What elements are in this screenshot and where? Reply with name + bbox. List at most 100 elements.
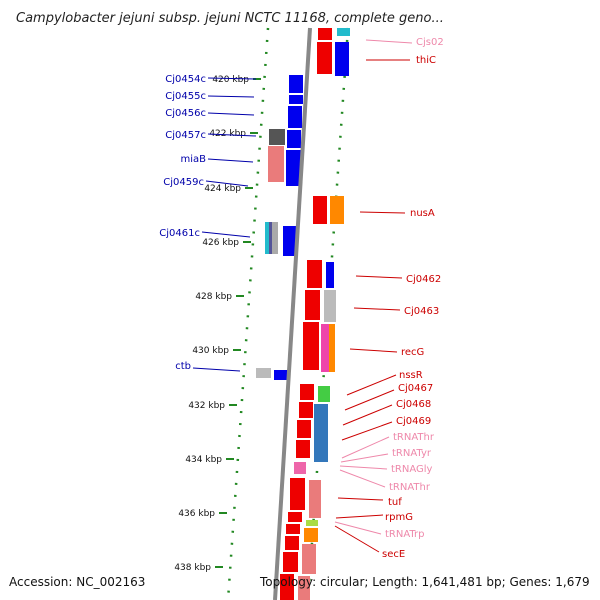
reverse-gene-label[interactable]: Cj0454c (165, 74, 206, 85)
gene-block[interactable] (287, 130, 301, 148)
forward-gene-leader-line (349, 348, 398, 353)
kbp-tick-label: 432 kbp (188, 401, 225, 411)
gene-block[interactable] (280, 574, 294, 600)
gene-block[interactable] (309, 480, 321, 518)
forward-gene-leader-line (344, 389, 395, 411)
forward-gene-label[interactable]: Cj0468 (396, 399, 431, 410)
gene-block[interactable] (337, 28, 350, 36)
gene-block[interactable] (303, 322, 319, 370)
reverse-gene-label[interactable]: ctb (175, 361, 191, 372)
kbp-tick-label: 426 kbp (202, 238, 239, 248)
forward-gene-label[interactable]: rpmG (385, 512, 413, 523)
rna-gene-label[interactable]: tRNATyr (392, 448, 432, 459)
gene-block[interactable] (302, 544, 316, 574)
gene-block[interactable] (297, 420, 311, 438)
genome-title: Campylobacter jejuni subsp. jejuni NCTC … (16, 11, 444, 26)
gene-block[interactable] (305, 290, 320, 320)
gene-block[interactable] (286, 150, 301, 186)
forward-gene-label[interactable]: nssR (399, 370, 423, 381)
forward-gene-leader-line (337, 497, 384, 501)
gene-block[interactable] (329, 324, 335, 372)
gene-block[interactable] (335, 42, 349, 76)
kbp-tick-label: 436 kbp (178, 509, 215, 519)
reverse-gene-label[interactable]: Cj0459c (163, 177, 204, 188)
topology-summary: Topology: circular; Length: 1,641,481 bp… (259, 575, 590, 589)
gene-block[interactable] (326, 262, 334, 288)
forward-gene-leader-line (359, 211, 406, 214)
gene-block[interactable] (314, 404, 328, 462)
reverse-gene-label[interactable]: Cj0457c (165, 130, 206, 141)
gene-block[interactable] (321, 324, 329, 372)
gene-block[interactable] (289, 95, 303, 104)
gene-block[interactable] (330, 196, 344, 224)
gene-block[interactable] (269, 222, 272, 254)
forward-gene-label[interactable]: Cj0467 (398, 383, 433, 394)
gene-block[interactable] (256, 368, 271, 378)
gene-block[interactable] (269, 129, 285, 145)
gene-block[interactable] (265, 222, 269, 254)
gene-labels: Cj0454c Cj0455c Cj0456c Cj0457c miaB Cj0459c C… (159, 37, 443, 560)
rna-gene-label[interactable]: tRNATrp (385, 529, 425, 540)
genome-axis (273, 27, 312, 600)
gene-block[interactable] (288, 512, 302, 522)
reverse-gene-leader-line (207, 158, 254, 163)
forward-gene-label[interactable]: thiC (416, 55, 436, 66)
forward-gene-label[interactable]: Cj0469 (396, 416, 431, 427)
rna-gene-leader-line (365, 39, 413, 44)
reverse-gene-leader-line (201, 231, 251, 238)
gene-block[interactable] (318, 386, 330, 402)
gene-block[interactable] (324, 290, 336, 322)
kbp-tick-label: 430 kbp (192, 346, 229, 356)
reverse-gene-label[interactable]: miaB (180, 154, 206, 165)
gene-block[interactable] (283, 226, 297, 256)
gene-block[interactable] (317, 42, 332, 74)
gene-block[interactable] (286, 524, 300, 534)
gene-block[interactable] (307, 260, 322, 288)
rna-gene-label[interactable]: tRNAGly (391, 464, 433, 475)
forward-gene-label[interactable]: tuf (388, 497, 402, 508)
gene-block[interactable] (294, 462, 306, 474)
rna-gene-label[interactable]: Cjs02 (416, 37, 444, 48)
gene-block[interactable] (304, 528, 318, 542)
gene-block[interactable] (268, 146, 284, 182)
gene-block[interactable] (299, 402, 313, 418)
rna-gene-leader-line (339, 469, 386, 488)
gene-block[interactable] (288, 106, 302, 128)
rna-gene-leader-line (340, 453, 389, 463)
rna-gene-label[interactable]: tRNAThr (393, 432, 435, 443)
reverse-gene-label[interactable]: Cj0455c (165, 91, 206, 102)
gene-block[interactable] (283, 552, 298, 572)
kbp-tick-label: 434 kbp (185, 455, 222, 465)
gene-block[interactable] (274, 370, 288, 380)
forward-gene-leader-line (334, 525, 380, 553)
gene-block[interactable] (285, 536, 299, 550)
gene-block[interactable] (298, 576, 310, 600)
reverse-gene-leader-line (207, 77, 257, 80)
kbp-scale: 420 kbp 422 kbp 424 kbp 426 kbp 428 kbp 430 k… (174, 75, 261, 573)
gene-block[interactable] (300, 384, 314, 400)
rna-gene-leader-line (339, 465, 388, 470)
forward-gene-leader-line (355, 275, 403, 279)
forward-gene-label[interactable]: secE (382, 549, 405, 560)
rna-gene-leader-line (334, 521, 382, 535)
rna-gene-label[interactable]: tRNAThr (389, 482, 431, 493)
gene-block[interactable] (296, 440, 310, 458)
gene-block[interactable] (318, 28, 332, 40)
forward-gene-label[interactable]: nusA (410, 208, 435, 219)
gene-block[interactable] (290, 478, 305, 510)
gene-block[interactable] (306, 520, 318, 526)
reverse-gene-label[interactable]: Cj0461c (159, 228, 200, 239)
forward-strand-track (280, 28, 350, 600)
forward-gene-label[interactable]: Cj0462 (406, 274, 441, 285)
reverse-gene-label[interactable]: Cj0456c (165, 108, 206, 119)
gene-block[interactable] (272, 222, 278, 254)
forward-gene-label[interactable]: recG (401, 347, 424, 358)
forward-gene-label[interactable]: Cj0463 (404, 306, 439, 317)
gene-block[interactable] (313, 196, 327, 224)
reverse-gene-leader-line (207, 133, 257, 137)
reverse-gene-leader-line (207, 112, 255, 116)
accession-label: Accession: NC_002163 (9, 575, 145, 589)
rna-gene-leader-line (341, 436, 390, 459)
gene-block[interactable] (289, 75, 303, 93)
